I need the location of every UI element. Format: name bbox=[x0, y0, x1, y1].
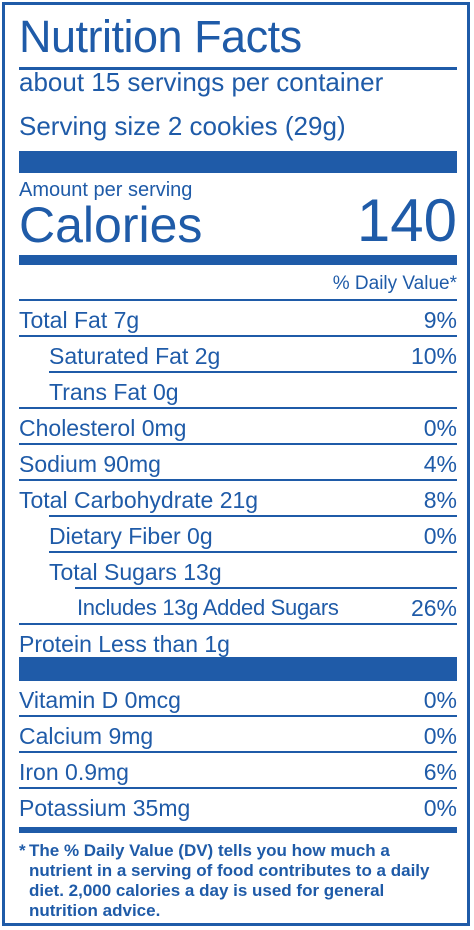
servings-per-container: about 15 servings per container bbox=[19, 67, 384, 97]
vitamin-name: Iron 0.9mg bbox=[19, 759, 129, 785]
vitamin-name: Potassium 35mg bbox=[19, 795, 191, 821]
row-divider bbox=[19, 407, 457, 409]
vitamin-row-iron: Iron 0.9mg 6% bbox=[19, 753, 457, 789]
vitamin-row-vitamin-d: Vitamin D 0mcg 0% bbox=[19, 681, 457, 717]
footnote-divider-bar bbox=[19, 827, 457, 833]
nutrient-dv: 8% bbox=[423, 487, 457, 513]
row-divider bbox=[19, 787, 457, 789]
row-divider bbox=[19, 715, 457, 717]
row-divider bbox=[19, 479, 457, 481]
nutrient-row-added-sugars: Includes 13g Added Sugars 26% bbox=[19, 589, 457, 625]
calories-divider-bar bbox=[19, 255, 457, 265]
row-divider bbox=[19, 335, 457, 337]
nutrient-dv: 9% bbox=[423, 307, 457, 333]
nutrient-dv: 10% bbox=[410, 343, 457, 369]
amount-per-serving: Amount per serving bbox=[19, 179, 193, 201]
nutrient-name: Includes 13g Added Sugars bbox=[77, 595, 339, 620]
nutrient-name: Sodium 90mg bbox=[19, 451, 161, 477]
vitamin-name: Calcium 9mg bbox=[19, 723, 154, 749]
vitamin-dv: 0% bbox=[423, 795, 457, 821]
vitamin-row-potassium: Potassium 35mg 0% bbox=[19, 789, 457, 825]
vitamin-dv: 6% bbox=[423, 759, 457, 785]
nutrient-row-total-fat: Total Fat 7g 9% bbox=[19, 301, 457, 337]
nutrient-name: Cholesterol 0mg bbox=[19, 415, 187, 441]
nutrient-name: Total Carbohydrate 21g bbox=[19, 487, 259, 513]
nutrient-row-total-carbohydrate: Total Carbohydrate 21g 8% bbox=[19, 481, 457, 517]
row-divider bbox=[49, 371, 457, 373]
nutrient-dv: 0% bbox=[423, 415, 457, 441]
row-divider bbox=[49, 515, 457, 517]
nutrient-row-sodium: Sodium 90mg 4% bbox=[19, 445, 457, 481]
daily-value-header: % Daily Value* bbox=[332, 273, 457, 294]
nutrient-row-protein: Protein Less than 1g bbox=[19, 625, 457, 661]
label-title: Nutrition Facts bbox=[19, 11, 302, 62]
nutrient-row-saturated-fat: Saturated Fat 2g 10% bbox=[19, 337, 457, 373]
vitamin-row-calcium: Calcium 9mg 0% bbox=[19, 717, 457, 753]
calories-value: 140 bbox=[356, 187, 457, 254]
footnote-asterisk: * bbox=[19, 841, 26, 860]
serving-divider-bar bbox=[19, 151, 457, 173]
nutrient-name: Dietary Fiber 0g bbox=[49, 523, 213, 549]
serving-size: Serving size 2 cookies (29g) bbox=[19, 111, 346, 141]
protein-divider-bar bbox=[19, 657, 457, 681]
daily-value-footnote: * The % Daily Value (DV) tells you how m… bbox=[19, 841, 439, 921]
nutrient-dv: 4% bbox=[423, 451, 457, 477]
nutrient-name: Saturated Fat 2g bbox=[49, 343, 221, 369]
nutrient-row-cholesterol: Cholesterol 0mg 0% bbox=[19, 409, 457, 445]
row-divider bbox=[75, 587, 457, 589]
calories-label: Calories bbox=[19, 197, 203, 253]
row-divider bbox=[19, 751, 457, 753]
footnote-text: The % Daily Value (DV) tells you how muc… bbox=[29, 841, 430, 920]
title-divider bbox=[19, 67, 457, 70]
row-divider bbox=[49, 551, 457, 553]
dv-header-divider bbox=[19, 299, 457, 301]
nutrient-dv: 26% bbox=[410, 595, 457, 621]
nutrient-name: Trans Fat 0g bbox=[49, 379, 179, 405]
row-divider bbox=[19, 443, 457, 445]
row-divider bbox=[19, 623, 457, 625]
nutrient-row-trans-fat: Trans Fat 0g bbox=[19, 373, 457, 409]
nutrient-row-total-sugars: Total Sugars 13g bbox=[19, 553, 457, 589]
nutrient-name: Total Fat 7g bbox=[19, 307, 140, 333]
nutrient-row-dietary-fiber: Dietary Fiber 0g 0% bbox=[19, 517, 457, 553]
vitamin-name: Vitamin D 0mcg bbox=[19, 687, 181, 713]
label-content: Nutrition Facts about 15 servings per co… bbox=[19, 5, 457, 923]
vitamin-dv: 0% bbox=[423, 687, 457, 713]
nutrient-name: Total Sugars 13g bbox=[49, 559, 222, 585]
vitamin-dv: 0% bbox=[423, 723, 457, 749]
nutrient-name: Protein Less than 1g bbox=[19, 631, 230, 657]
nutrient-dv: 0% bbox=[423, 523, 457, 549]
